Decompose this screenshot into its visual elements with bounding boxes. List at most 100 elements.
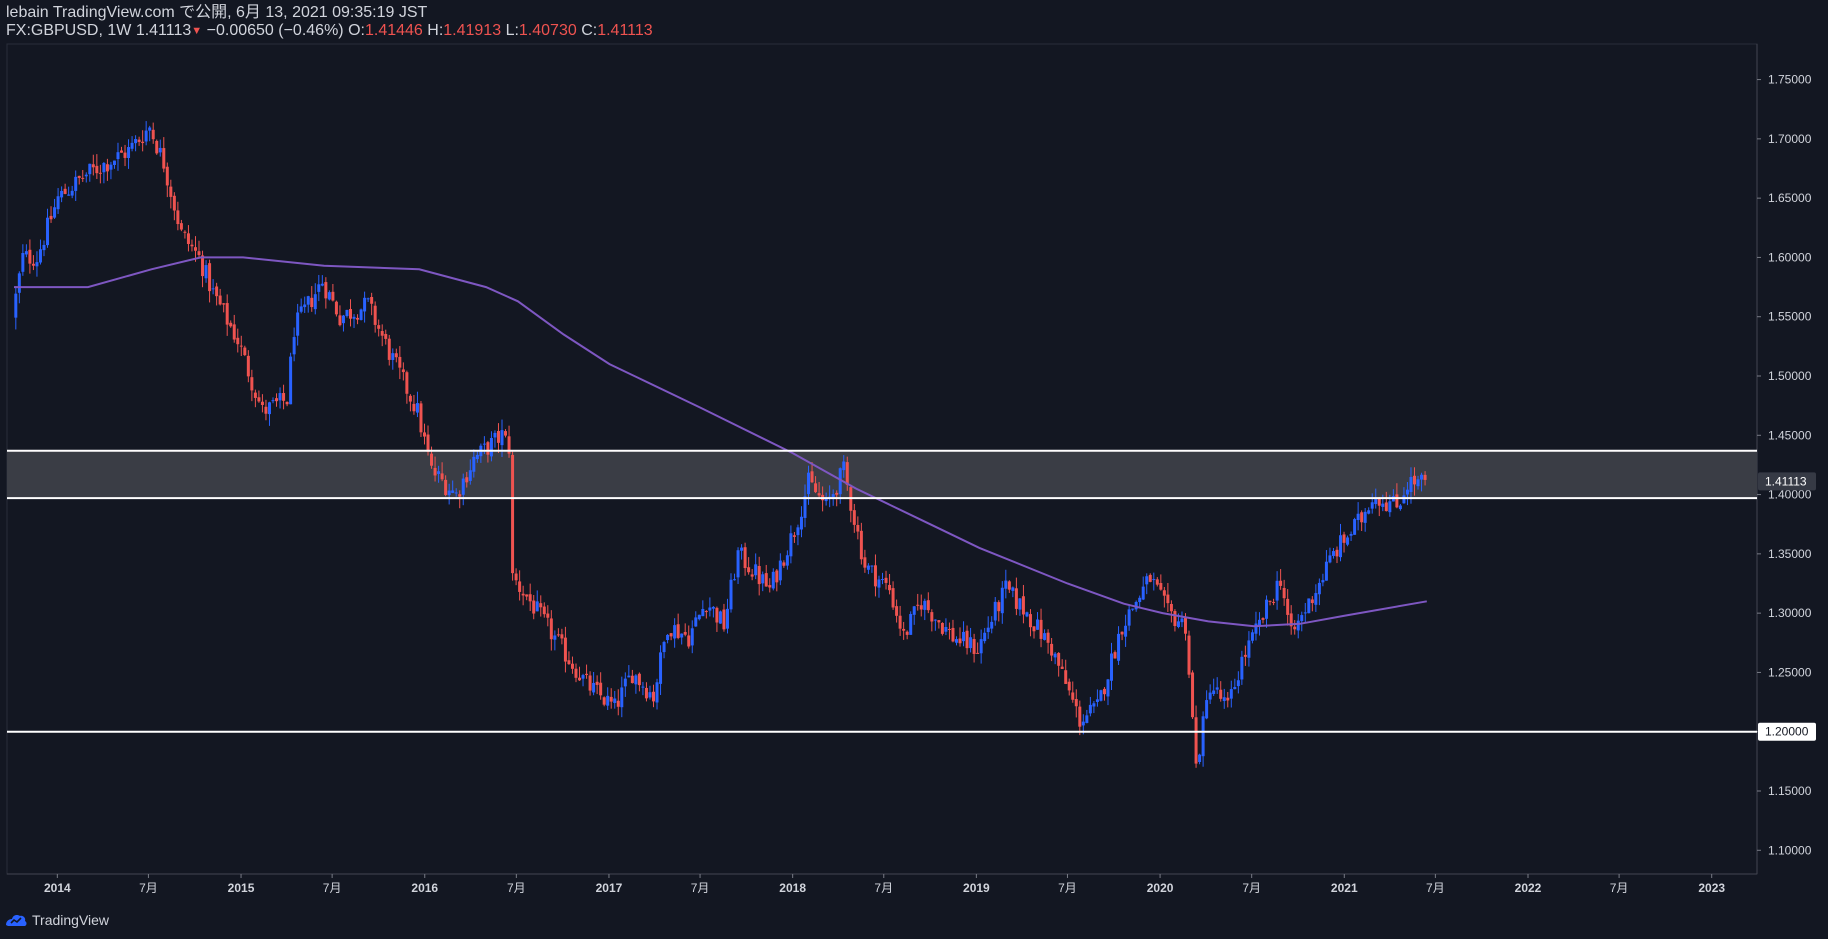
candle (1074, 689, 1078, 718)
candle (578, 666, 582, 681)
candle-body (947, 628, 951, 630)
candle (24, 244, 28, 258)
brand-label: TradingView (32, 912, 110, 928)
candle (1321, 573, 1325, 587)
candle (162, 137, 166, 173)
candle-body (585, 673, 589, 675)
candle (1370, 493, 1374, 514)
candle-body (1028, 614, 1032, 628)
candle (384, 329, 388, 345)
candle-body (1131, 608, 1135, 610)
candle-body (838, 468, 842, 495)
candle-body (109, 164, 113, 170)
candle (782, 560, 786, 568)
moving-average-line[interactable] (14, 256, 1427, 628)
candle (112, 160, 116, 169)
candle (144, 121, 148, 146)
candle-body (1169, 603, 1173, 612)
candle-body (789, 533, 793, 557)
price-tick-label: 1.15000 (1768, 784, 1812, 798)
candle (415, 391, 419, 418)
candle-body (426, 434, 430, 452)
candle (595, 675, 599, 695)
candle (454, 488, 458, 497)
candle-body (17, 273, 21, 293)
candle (747, 557, 751, 575)
candle (366, 297, 370, 302)
candle (70, 185, 74, 199)
candle (803, 484, 807, 528)
candle (570, 656, 574, 674)
candle-body (990, 621, 994, 629)
candle-body (1307, 598, 1311, 614)
candle-body (902, 628, 906, 631)
candle-body (1092, 703, 1096, 707)
candle (1169, 600, 1173, 623)
candle-body (1046, 632, 1050, 643)
candle-body (609, 696, 613, 702)
candle (303, 296, 307, 313)
candle (947, 622, 951, 640)
candle-body (496, 431, 500, 443)
candle (785, 550, 789, 570)
candle-body (35, 262, 39, 267)
candle (757, 556, 761, 596)
candle (225, 294, 229, 336)
time-axis[interactable]: 2014 7月 2015 7月 2016 7月 2017 7月 2018 7月 2019 7月 2020… (44, 874, 1725, 895)
candle-body (116, 152, 120, 160)
candle (46, 208, 50, 248)
candle (518, 570, 522, 601)
candle (1138, 595, 1142, 608)
candle-body (697, 614, 701, 620)
candle (1198, 753, 1202, 765)
candle (130, 136, 134, 152)
candle-body (909, 614, 913, 635)
candle (1275, 571, 1279, 610)
candle-body (602, 697, 606, 705)
candle-body (1268, 600, 1272, 602)
candle (1173, 609, 1177, 632)
candle-body (1113, 652, 1117, 659)
candle-body (740, 547, 744, 551)
candle-body (31, 263, 35, 266)
candle (1060, 659, 1064, 670)
candle (546, 605, 550, 627)
candle-body (98, 172, 102, 174)
candle (1043, 629, 1047, 641)
candle (440, 462, 444, 482)
candle-body (313, 294, 317, 310)
candle (275, 393, 279, 407)
candle (31, 255, 35, 271)
candle-body (775, 570, 779, 583)
candle (405, 370, 409, 404)
candle-body (1127, 609, 1131, 626)
candle (859, 522, 863, 565)
candle-body (317, 284, 321, 292)
candle (289, 352, 293, 405)
candle-body (824, 498, 828, 502)
candle (997, 600, 1001, 622)
candle (504, 429, 508, 438)
footer[interactable]: TradingView (4, 908, 109, 932)
time-tick-label: 2019 (963, 881, 990, 895)
candle-body (1289, 613, 1293, 627)
candle-body (53, 207, 57, 218)
candle (1412, 467, 1416, 496)
candle (387, 334, 391, 366)
candle-body (338, 315, 342, 326)
candle-body (88, 163, 92, 175)
candle (592, 672, 596, 696)
candle-body (1236, 680, 1240, 687)
candle-body (599, 682, 603, 696)
candle (1293, 620, 1297, 635)
candle-body (676, 624, 680, 638)
candle (651, 684, 655, 708)
candle (1398, 503, 1402, 511)
candle-body (320, 283, 324, 286)
candle-body (127, 147, 131, 158)
candle-body (814, 483, 818, 493)
candle-body (1106, 679, 1110, 697)
candle-body (1032, 626, 1036, 632)
candle-body (267, 402, 271, 415)
